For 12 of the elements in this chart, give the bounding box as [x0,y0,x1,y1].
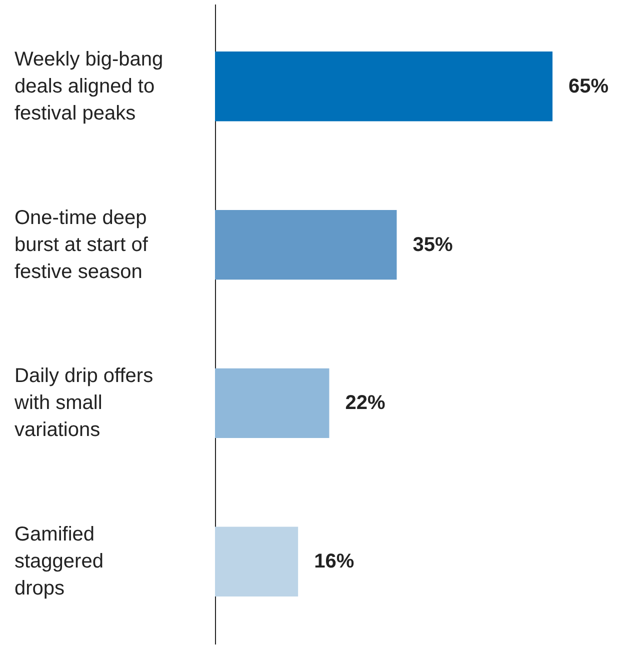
bar [215,526,298,596]
data-label: 35% [412,234,453,256]
data-label: 65% [568,75,609,98]
y-tick-label: One-time deep burst at start of festive season [14,206,148,283]
y-tick-label: Gamified staggered drops [14,524,104,600]
bar [215,52,552,122]
data-label: 16% [314,550,354,573]
y-tick-label: Weekly big-bang deals aligned to festival peaks [14,48,164,124]
data-label: 22% [345,392,386,414]
y-tick-label: Daily drip offers with small variations [14,365,154,442]
bar [215,210,397,280]
bar [215,368,330,438]
